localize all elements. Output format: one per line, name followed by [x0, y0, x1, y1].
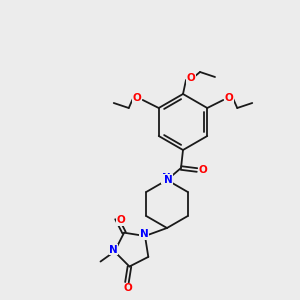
Text: N: N: [140, 229, 148, 239]
Text: O: O: [124, 283, 132, 293]
Text: N: N: [162, 173, 170, 183]
Text: N: N: [164, 175, 172, 185]
Text: O: O: [225, 93, 234, 103]
Text: O: O: [132, 93, 141, 103]
Text: O: O: [199, 165, 207, 175]
Text: N: N: [140, 229, 148, 239]
Text: O: O: [116, 215, 125, 225]
Text: N: N: [109, 244, 118, 254]
Text: O: O: [187, 73, 195, 83]
